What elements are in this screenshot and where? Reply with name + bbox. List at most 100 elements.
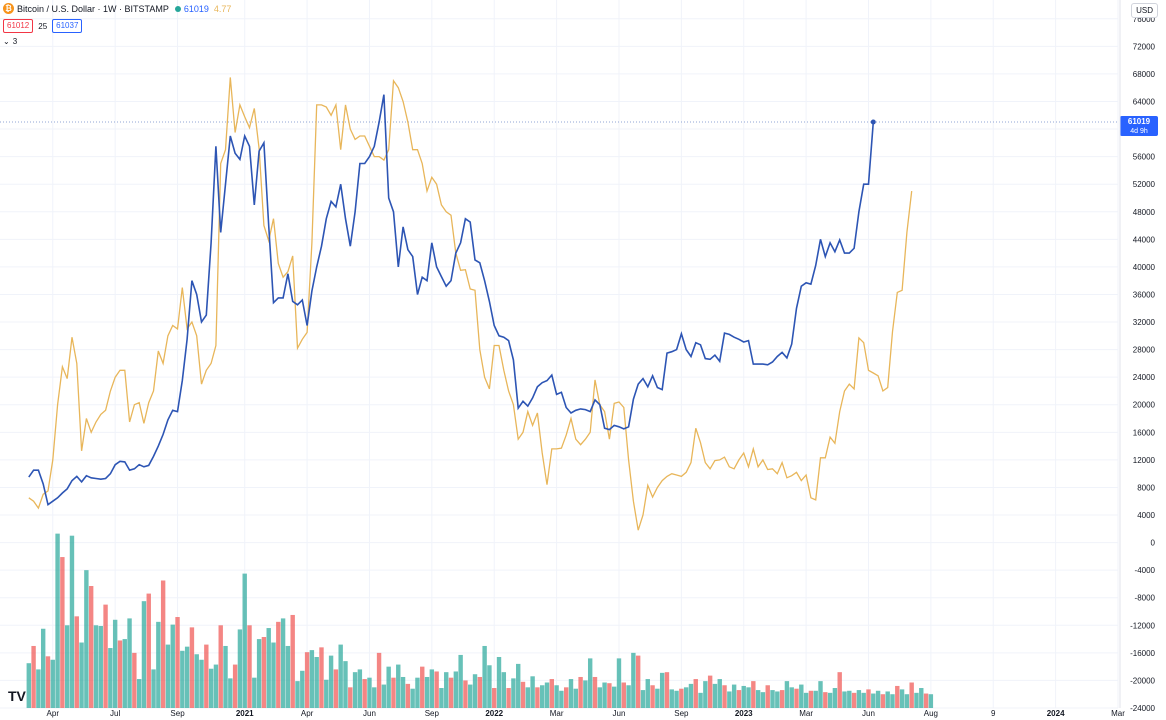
volume-bar (242, 573, 247, 708)
volume-bar (276, 621, 281, 708)
y-tick-label: 28000 (1133, 346, 1156, 355)
volume-bar (784, 681, 790, 708)
y-tick-label: 76000 (1133, 15, 1156, 24)
x-tick-label: Mar (799, 709, 813, 718)
volume-bar (400, 676, 406, 708)
volume-bar (136, 679, 142, 708)
volume-bar (794, 688, 799, 708)
volume-bar (626, 685, 631, 708)
compare-row: 61012 25 61037 (3, 19, 83, 33)
volume-bar (923, 693, 929, 708)
volume-bar (832, 688, 838, 708)
volume-bar (875, 690, 881, 708)
price-series-line (28, 94, 875, 507)
volume-bar (117, 640, 123, 708)
volume-bar (204, 644, 209, 708)
volume-bar (650, 685, 655, 708)
volume-bar (79, 642, 84, 708)
volume-bar (372, 687, 377, 708)
compare-low-box[interactable]: 61012 (3, 19, 34, 33)
volume-bar (338, 644, 343, 708)
volume-bar (396, 664, 401, 708)
y-tick-label: -4000 (1135, 566, 1156, 575)
volume-bar (592, 676, 598, 708)
volume-bar (228, 678, 233, 708)
volume-bar (324, 679, 329, 708)
indicators-toggle[interactable]: ⌄ 3 (3, 37, 17, 46)
symbol-header[interactable]: ₿ Bitcoin / U.S. Dollar · 1W · BITSTAMP … (3, 3, 231, 14)
indicator-count: 3 (12, 37, 18, 46)
volume-bar (50, 659, 55, 708)
volume-bar (180, 650, 185, 708)
volume-bar (261, 637, 267, 708)
volume-bar (664, 672, 670, 708)
volume-bar (218, 625, 223, 708)
volume-bar (775, 691, 780, 708)
volume-bar (156, 621, 161, 708)
volume-bar (611, 686, 617, 708)
currency-button[interactable]: USD (1131, 3, 1158, 18)
y-tick-label: -8000 (1135, 594, 1156, 603)
volume-bar (40, 628, 46, 708)
x-tick-label: 2023 (735, 709, 753, 718)
volume-bar (64, 625, 70, 708)
volume-bar (31, 645, 36, 708)
volume-bar (904, 694, 910, 708)
chevron-down-icon: ⌄ (3, 37, 10, 46)
volume-bar (319, 647, 324, 708)
tradingview-logo: TV (8, 688, 26, 704)
volume-bar (122, 639, 127, 708)
volume-bar (333, 669, 339, 708)
volume-bar (861, 692, 866, 708)
volume-bar (424, 676, 430, 708)
volume-bar (779, 690, 785, 708)
volume-bar (583, 680, 588, 708)
volume-bar (688, 683, 694, 708)
volume-bar (45, 656, 51, 708)
volume-bar (616, 658, 622, 708)
y-tick-label: 24000 (1133, 373, 1156, 382)
volume-bar (559, 690, 564, 708)
volume-bar (170, 624, 175, 708)
volume-bar (554, 685, 559, 708)
volume-bar (477, 676, 483, 708)
volume-bar (540, 685, 545, 708)
volume-bar (707, 675, 713, 708)
volume-bar (472, 674, 478, 708)
x-tick-label: 9 (991, 709, 996, 718)
volume-bar (376, 652, 382, 708)
x-tick-label: Sep (425, 709, 440, 718)
x-tick-label: Sep (674, 709, 689, 718)
volume-bar (722, 685, 727, 708)
volume-bar (899, 689, 905, 708)
volume-bar (463, 680, 468, 708)
volume-bar (669, 689, 674, 708)
volume-bar (348, 687, 353, 708)
y-tick-label: 44000 (1133, 235, 1156, 244)
volume-bar (760, 692, 766, 708)
volume-bar (530, 676, 535, 708)
volume-bar (851, 692, 857, 708)
y-tick-label: 68000 (1133, 70, 1156, 79)
volume-bar (208, 668, 214, 708)
volume-bar (381, 684, 387, 708)
y-tick-label: 56000 (1133, 153, 1156, 162)
volume-bar (525, 687, 531, 708)
volume-bar (813, 690, 818, 708)
price-change: 4.77 (213, 3, 232, 14)
x-tick-label: Apr (301, 709, 314, 718)
volume-bar (237, 629, 243, 708)
volume-bar (175, 617, 180, 708)
volume-bar (252, 677, 257, 708)
volume-bar (362, 679, 367, 708)
volume-bar (511, 678, 516, 708)
volume-bar (309, 650, 315, 708)
volume-bar (621, 682, 626, 708)
compare-high-box[interactable]: 61037 (52, 19, 83, 33)
x-tick-label: Apr (47, 709, 60, 718)
volume-bar (544, 682, 550, 708)
volume-bar (93, 625, 99, 708)
volume-bar (847, 690, 852, 708)
volume-bar (803, 692, 809, 708)
